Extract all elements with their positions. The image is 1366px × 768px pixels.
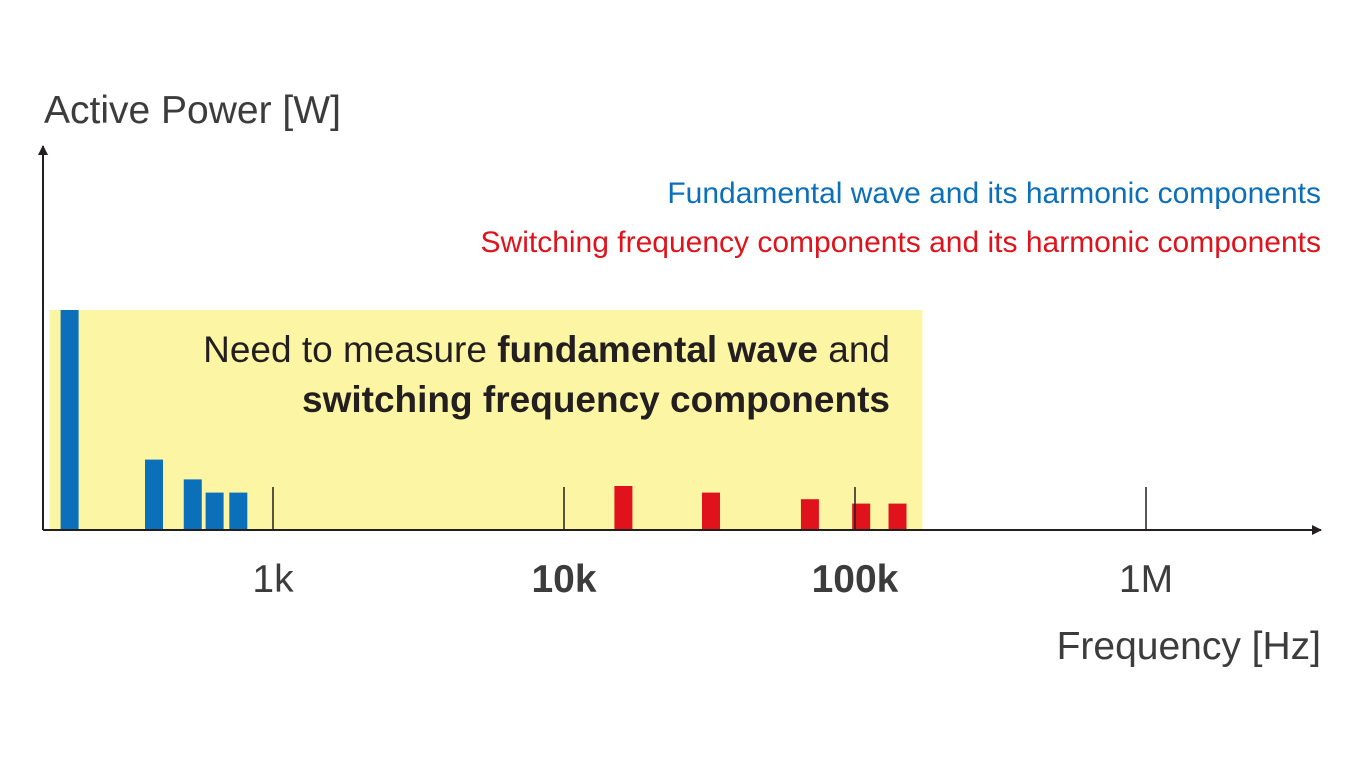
- x-tick-label-1: 10k: [531, 558, 596, 601]
- switching-bar-2: [800, 499, 819, 530]
- fundamental-bar-2: [183, 479, 202, 530]
- legend-entry-fundamental: Fundamental wave and its harmonic compon…: [667, 177, 1321, 210]
- annotation-line-1-part: and: [818, 329, 890, 370]
- fundamental-bar-4: [229, 492, 248, 530]
- annotation-line-1-part: fundamental wave: [497, 329, 818, 370]
- annotation-line-1: Need to measure fundamental wave and: [203, 329, 890, 370]
- switching-bar-0: [614, 486, 633, 530]
- x-tick-label-0: 1k: [252, 558, 294, 601]
- x-ticks-group: 1k 10k 100k 1M: [252, 487, 1173, 601]
- legend-entry-switching: Switching frequency components and its h…: [481, 226, 1321, 259]
- x-axis-label: Frequency [Hz]: [1057, 625, 1321, 668]
- switching-bar-4: [888, 503, 907, 530]
- y-axis-label: Active Power [W]: [44, 89, 341, 132]
- bars-group: [60, 310, 907, 530]
- fundamental-bar-1: [144, 459, 163, 530]
- switching-bar-1: [701, 492, 720, 530]
- annotation-line-2: switching frequency components: [302, 379, 890, 420]
- fundamental-bar-0: [60, 310, 79, 530]
- x-tick-label-2: 100k: [812, 558, 899, 601]
- x-tick-label-3: 1M: [1119, 558, 1173, 601]
- annotation-line-1-part: Need to measure: [203, 329, 497, 370]
- switching-bar-3: [852, 503, 871, 530]
- fundamental-bar-3: [205, 492, 224, 530]
